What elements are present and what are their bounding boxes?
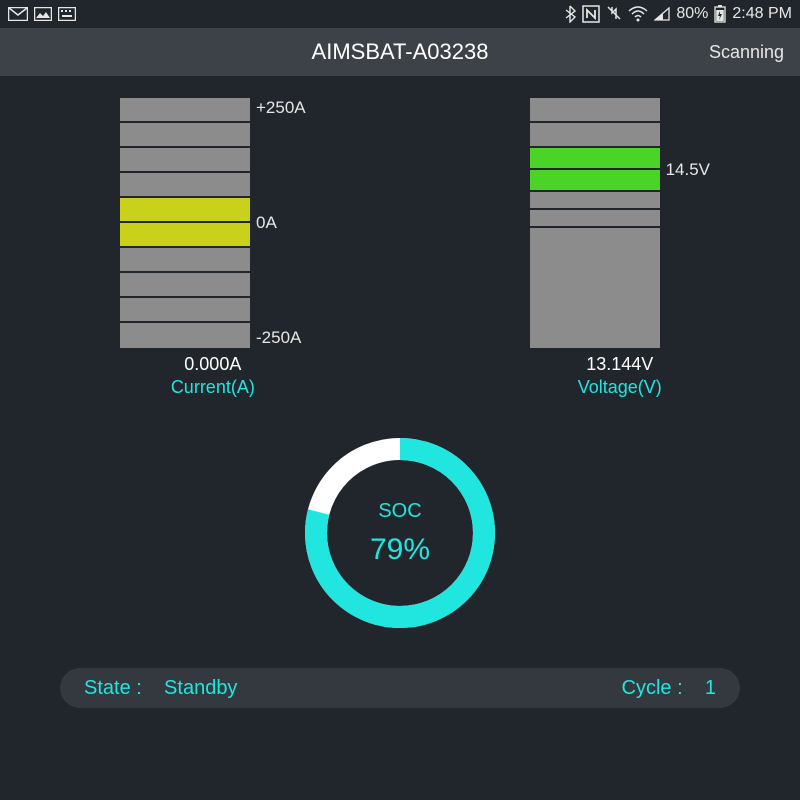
- keyboard-icon: [58, 7, 76, 21]
- footer-bar: State : Standby Cycle : 1: [60, 668, 740, 708]
- soc-ring: SOC 79%: [295, 428, 505, 638]
- gauge-cell: [530, 192, 660, 210]
- status-bar: 80% 2:48 PM: [0, 0, 800, 28]
- gauge-cell: [530, 228, 660, 348]
- state-block: State : Standby: [84, 677, 237, 700]
- voltage-value: 13.144V: [586, 354, 653, 375]
- signal-icon: [654, 7, 670, 21]
- gauge-cell: [120, 173, 250, 198]
- voltage-bars: [530, 98, 660, 348]
- gauge-cell: [120, 298, 250, 323]
- gauge-cell: [530, 170, 660, 192]
- gauge-cell: [120, 198, 250, 223]
- cycle-value: 1: [705, 677, 716, 699]
- battery-pct: 80%: [676, 5, 708, 23]
- gauges-row: +250A 0A -250A 0.000A Current(A) 14.5V 1…: [0, 76, 800, 408]
- status-left: [8, 7, 76, 21]
- soc-section: SOC 79%: [0, 428, 800, 638]
- voltage-scale-labels: 14.5V: [666, 98, 710, 348]
- image-icon: [34, 7, 52, 21]
- nfc-icon: [582, 5, 600, 23]
- gauge-cell: [120, 123, 250, 148]
- cycle-block: Cycle : 1: [622, 677, 716, 700]
- wifi-icon: [628, 6, 648, 22]
- current-value: 0.000A: [184, 354, 241, 375]
- state-value: Standby: [164, 677, 237, 699]
- vibrate-icon: [606, 5, 622, 23]
- voltage-name: Voltage(V): [578, 377, 662, 398]
- voltage-gauge-body: 14.5V: [530, 98, 710, 348]
- cycle-label: Cycle :: [622, 677, 683, 699]
- mail-icon: [8, 7, 28, 21]
- soc-percent: 79%: [370, 533, 430, 567]
- status-right: 80% 2:48 PM: [564, 5, 792, 23]
- soc-label: SOC: [378, 500, 421, 523]
- gauge-cell: [120, 273, 250, 298]
- gauge-cell: [530, 148, 660, 170]
- scanning-label[interactable]: Scanning: [709, 42, 784, 63]
- current-gauge: +250A 0A -250A 0.000A Current(A): [120, 98, 306, 398]
- app-bar: AIMSBAT-A03238 Scanning: [0, 28, 800, 76]
- state-label: State :: [84, 677, 142, 699]
- battery-icon: [714, 5, 726, 23]
- current-mid-label: 0A: [256, 213, 306, 233]
- current-scale-labels: +250A 0A -250A: [256, 98, 306, 348]
- voltage-gauge: 14.5V 13.144V Voltage(V): [530, 98, 710, 398]
- gauge-cell: [530, 98, 660, 123]
- gauge-cell: [120, 323, 250, 348]
- gauge-cell: [120, 248, 250, 273]
- gauge-cell: [120, 148, 250, 173]
- voltage-14-5-label: 14.5V: [666, 160, 710, 180]
- gauge-cell: [120, 223, 250, 248]
- app-title: AIMSBAT-A03238: [312, 39, 489, 65]
- current-gauge-body: +250A 0A -250A: [120, 98, 306, 348]
- current-bars: [120, 98, 250, 348]
- clock-time: 2:48 PM: [732, 5, 792, 23]
- current-name: Current(A): [171, 377, 255, 398]
- soc-center: SOC 79%: [295, 428, 505, 638]
- gauge-cell: [530, 210, 660, 228]
- bluetooth-icon: [564, 5, 576, 23]
- current-bot-label: -250A: [256, 328, 301, 348]
- gauge-cell: [530, 123, 660, 148]
- current-top-label: +250A: [256, 98, 306, 118]
- gauge-cell: [120, 98, 250, 123]
